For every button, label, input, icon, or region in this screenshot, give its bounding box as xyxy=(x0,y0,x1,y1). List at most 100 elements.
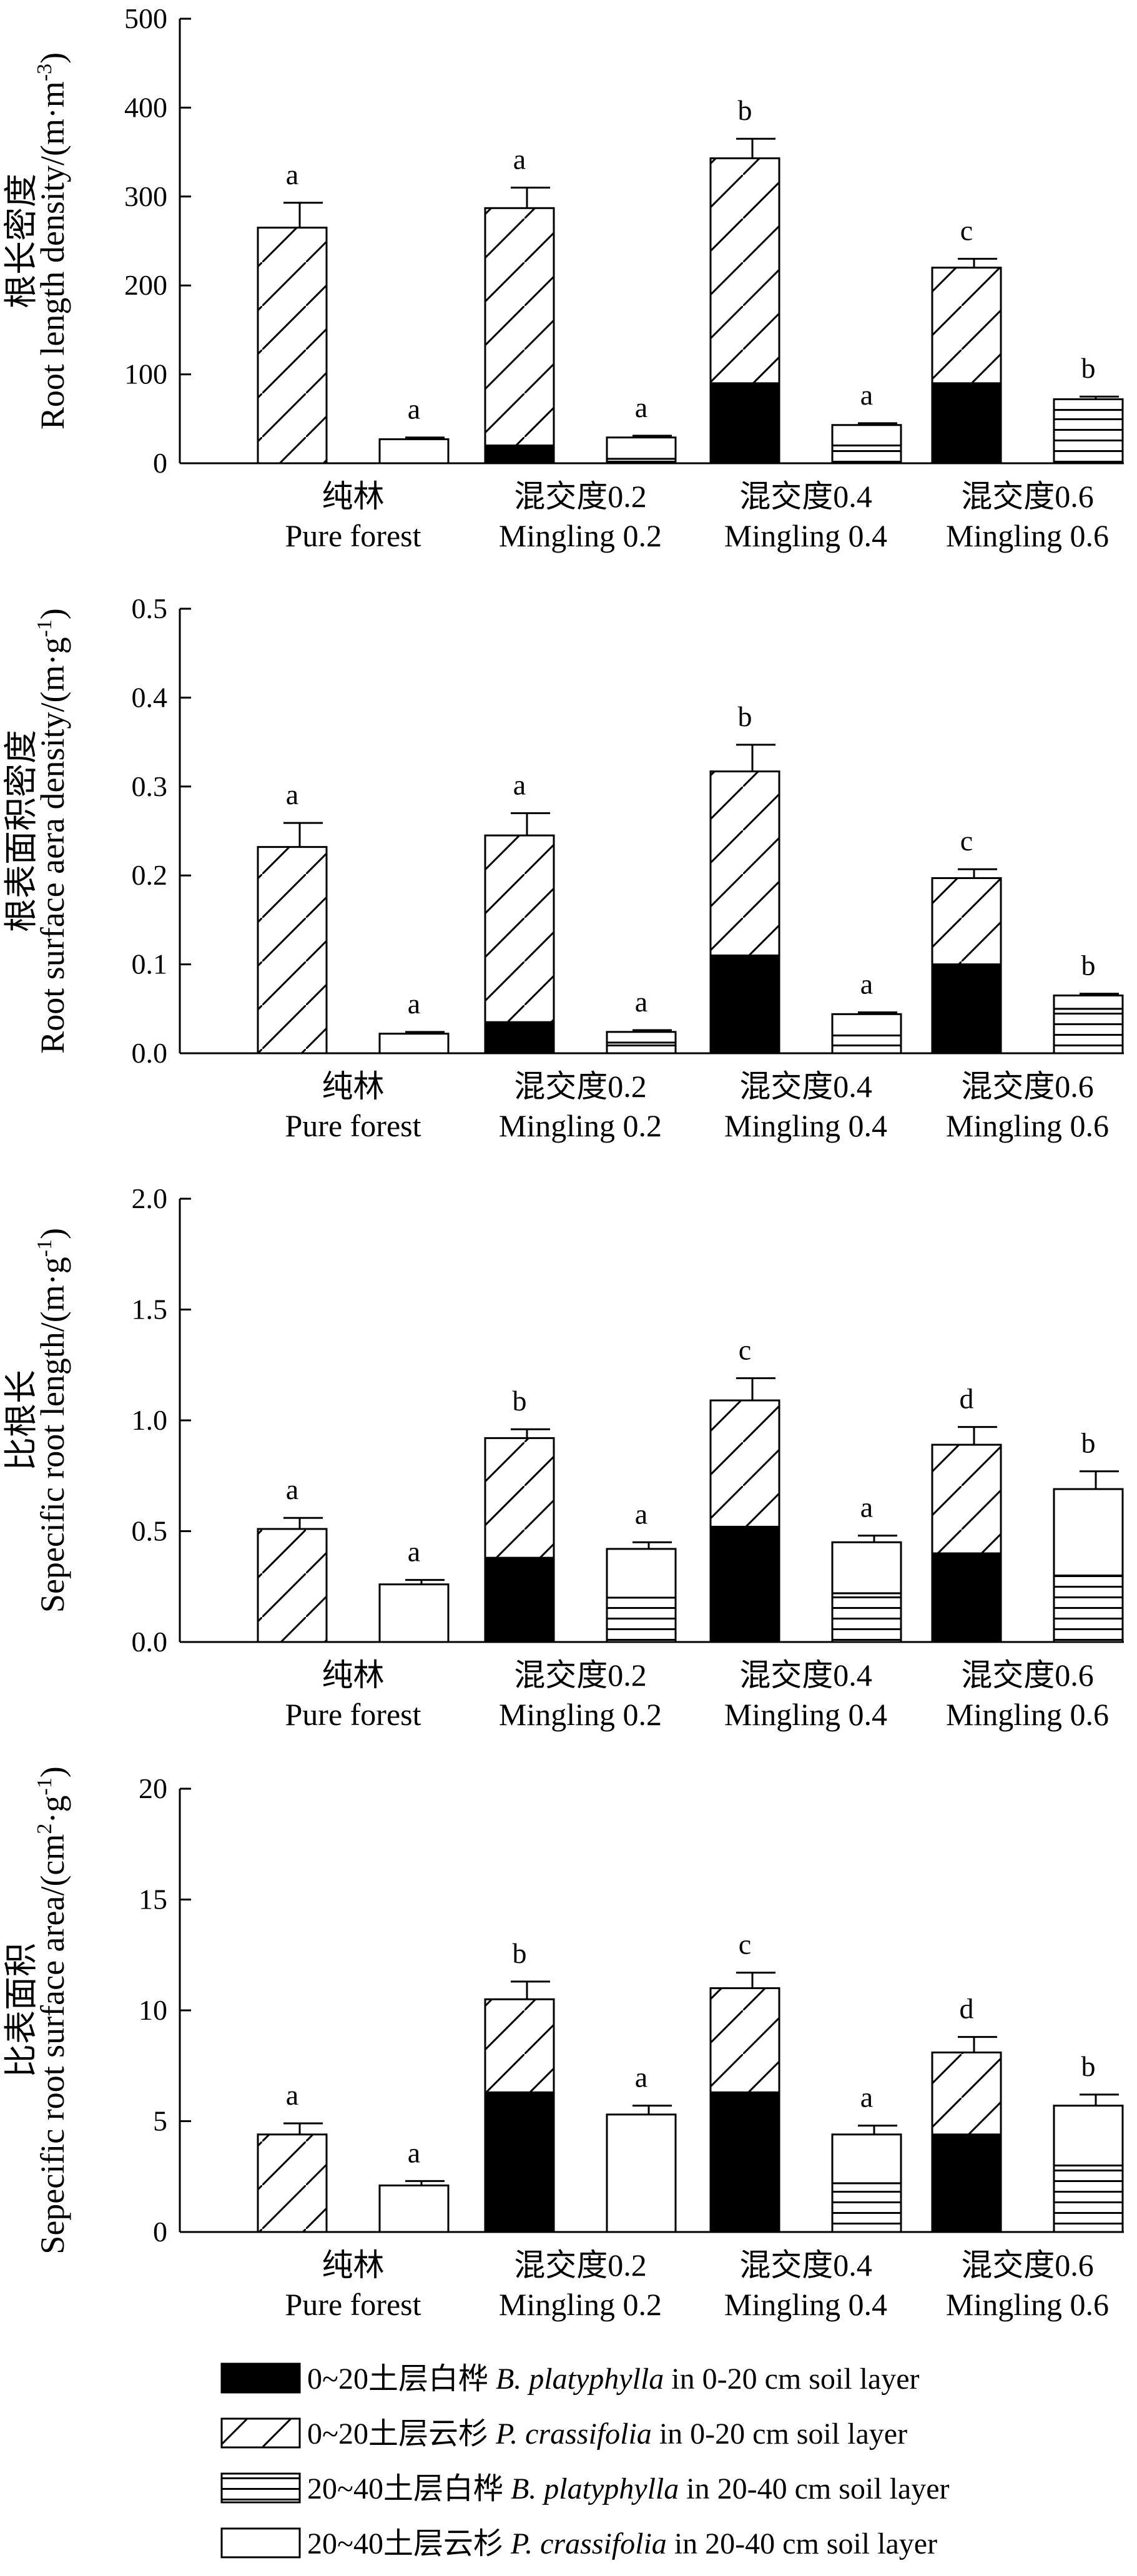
x-category-label-cn: 混交度0.2 xyxy=(514,1069,647,1104)
significance-letter: a xyxy=(513,769,526,801)
bar-pc-0-20-3 xyxy=(709,1987,780,2093)
bar-pc-20-40-4 xyxy=(1053,1488,1124,1577)
significance-letter: a xyxy=(408,988,420,1020)
significance-letter: b xyxy=(1081,950,1096,981)
bar-pc-20-40-2 xyxy=(606,436,677,460)
significance-letter: a xyxy=(635,2062,647,2093)
bar-bp-0-20-2 xyxy=(484,1556,555,1643)
x-category-label-en: Pure forest xyxy=(285,518,421,553)
bar-pc-20-40-1 xyxy=(378,2184,450,2233)
y-tick-label: 300 xyxy=(124,180,167,212)
legend-swatch-pc2 xyxy=(220,2527,301,2559)
y-axis-label-en: Root surface aera density/(m·g-1) xyxy=(33,608,71,1054)
y-axis-label-en: Sepecific root surface area/(cm2·g-1) xyxy=(33,1766,71,2254)
significance-letter: a xyxy=(286,779,298,810)
x-category-label-cn: 混交度0.6 xyxy=(961,1658,1094,1693)
legend-swatch-bp0 xyxy=(220,2362,301,2394)
x-category-label-en: Mingling 0.6 xyxy=(946,1697,1109,1732)
bar-pc-20-40-4 xyxy=(1053,398,1124,411)
bar-bp-20-40-4 xyxy=(1053,2165,1124,2233)
bar-bp-0-20-4 xyxy=(931,2133,1002,2233)
bar-pc-0-20-4 xyxy=(931,1443,1002,1555)
bar-pc-0-20-2 xyxy=(484,1437,555,1559)
x-category-label-cn: 混交度0.6 xyxy=(961,2248,1094,2283)
bar-pc-0-20-3 xyxy=(709,1399,780,1528)
bar-pc-0-20-4 xyxy=(931,267,1002,385)
bar-bp-20-40-4 xyxy=(1053,1575,1124,1643)
bar-pc-0-20-1 xyxy=(257,227,328,465)
legend-entry-bp0: 0~20土层白桦 B. platyphylla in 0-20 cm soil … xyxy=(307,2362,920,2396)
significance-letter: b xyxy=(738,94,752,126)
bar-pc-20-40-3 xyxy=(831,424,902,447)
y-tick-label: 1.0 xyxy=(132,1404,168,1436)
bar-pc-0-20-3 xyxy=(709,157,780,385)
bar-pc-20-40-1 xyxy=(378,1033,450,1054)
x-category-label-cn: 混交度0.4 xyxy=(739,479,872,514)
x-category-label-en: Pure forest xyxy=(285,2287,421,2322)
bar-bp-0-20-4 xyxy=(931,382,1002,465)
y-tick-label: 100 xyxy=(124,358,167,390)
bar-pc-0-20-1 xyxy=(257,2133,328,2233)
significance-letter: d xyxy=(960,1383,974,1415)
x-category-label-cn: 混交度0.4 xyxy=(739,1658,872,1693)
bar-pc-0-20-4 xyxy=(931,2051,1002,2136)
bar-bp-20-40-3 xyxy=(831,1592,902,1643)
bar-pc-0-20-1 xyxy=(257,1528,328,1643)
x-category-label-en: Mingling 0.2 xyxy=(499,1697,662,1732)
x-category-label-en: Pure forest xyxy=(285,1697,421,1732)
significance-letter: a xyxy=(286,1473,298,1505)
x-category-label-en: Mingling 0.2 xyxy=(499,1108,662,1143)
significance-letter: a xyxy=(513,144,526,175)
significance-letter: b xyxy=(738,701,752,732)
x-category-label-cn: 混交度0.2 xyxy=(514,479,647,514)
bar-pc-0-20-2 xyxy=(484,1998,555,2093)
significance-letter: b xyxy=(513,1937,527,1969)
x-category-label-cn: 混交度0.6 xyxy=(961,479,1094,514)
bar-pc-20-40-2 xyxy=(606,2113,677,2233)
legend-swatch-pc0 xyxy=(220,2417,301,2449)
y-tick-label: 2.0 xyxy=(132,1182,168,1214)
bar-pc-20-40-2 xyxy=(606,1548,677,1599)
y-axis-label-en: Sepecific root length/(m·g-1) xyxy=(33,1228,71,1613)
y-axis-label-cn: 比表面积 xyxy=(2,1943,40,2078)
significance-letter: c xyxy=(960,825,973,857)
x-category-label-cn: 混交度0.2 xyxy=(514,2248,647,2283)
significance-letter: a xyxy=(408,1536,420,1568)
x-category-label-en: Mingling 0.6 xyxy=(946,2287,1109,2322)
bar-pc-20-40-3 xyxy=(831,1541,902,1595)
significance-letter: b xyxy=(1081,2050,1096,2082)
bar-bp-20-40-3 xyxy=(831,445,902,465)
y-tick-label: 1.5 xyxy=(132,1294,168,1325)
chart-legend: 0~20土层白桦 B. platyphylla in 0-20 cm soil … xyxy=(220,2362,950,2560)
bar-pc-0-20-4 xyxy=(931,877,1002,966)
significance-letter: d xyxy=(960,1993,974,2025)
x-category-label-en: Mingling 0.2 xyxy=(499,518,662,553)
significance-letter: a xyxy=(635,986,647,1018)
legend-entry-pc0: 0~20土层云杉 P. crassifolia in 0-20 cm soil … xyxy=(307,2417,907,2451)
significance-letter: a xyxy=(860,379,873,411)
x-category-label-cn: 纯林 xyxy=(322,479,385,514)
significance-letter: a xyxy=(408,2136,420,2168)
bar-pc-20-40-4 xyxy=(1053,2105,1124,2166)
bar-pc-20-40-3 xyxy=(831,2133,902,2185)
y-tick-label: 400 xyxy=(124,91,167,123)
x-category-label-en: Mingling 0.6 xyxy=(946,518,1109,553)
x-category-label-cn: 纯林 xyxy=(322,1069,385,1104)
bar-bp-20-40-2 xyxy=(606,1041,677,1054)
significance-letter: a xyxy=(860,2082,873,2113)
bar-pc-20-40-1 xyxy=(378,1583,450,1643)
bar-pc-0-20-3 xyxy=(709,770,780,956)
y-axis-label-cn: 根表面积密度 xyxy=(2,730,40,932)
significance-letter: a xyxy=(286,2079,298,2111)
y-tick-label: 0 xyxy=(153,2216,167,2248)
y-tick-label: 0 xyxy=(153,447,167,479)
y-tick-label: 0.3 xyxy=(132,770,168,802)
bar-bp-20-40-3 xyxy=(831,2182,902,2233)
x-category-label-en: Mingling 0.6 xyxy=(946,1108,1109,1143)
